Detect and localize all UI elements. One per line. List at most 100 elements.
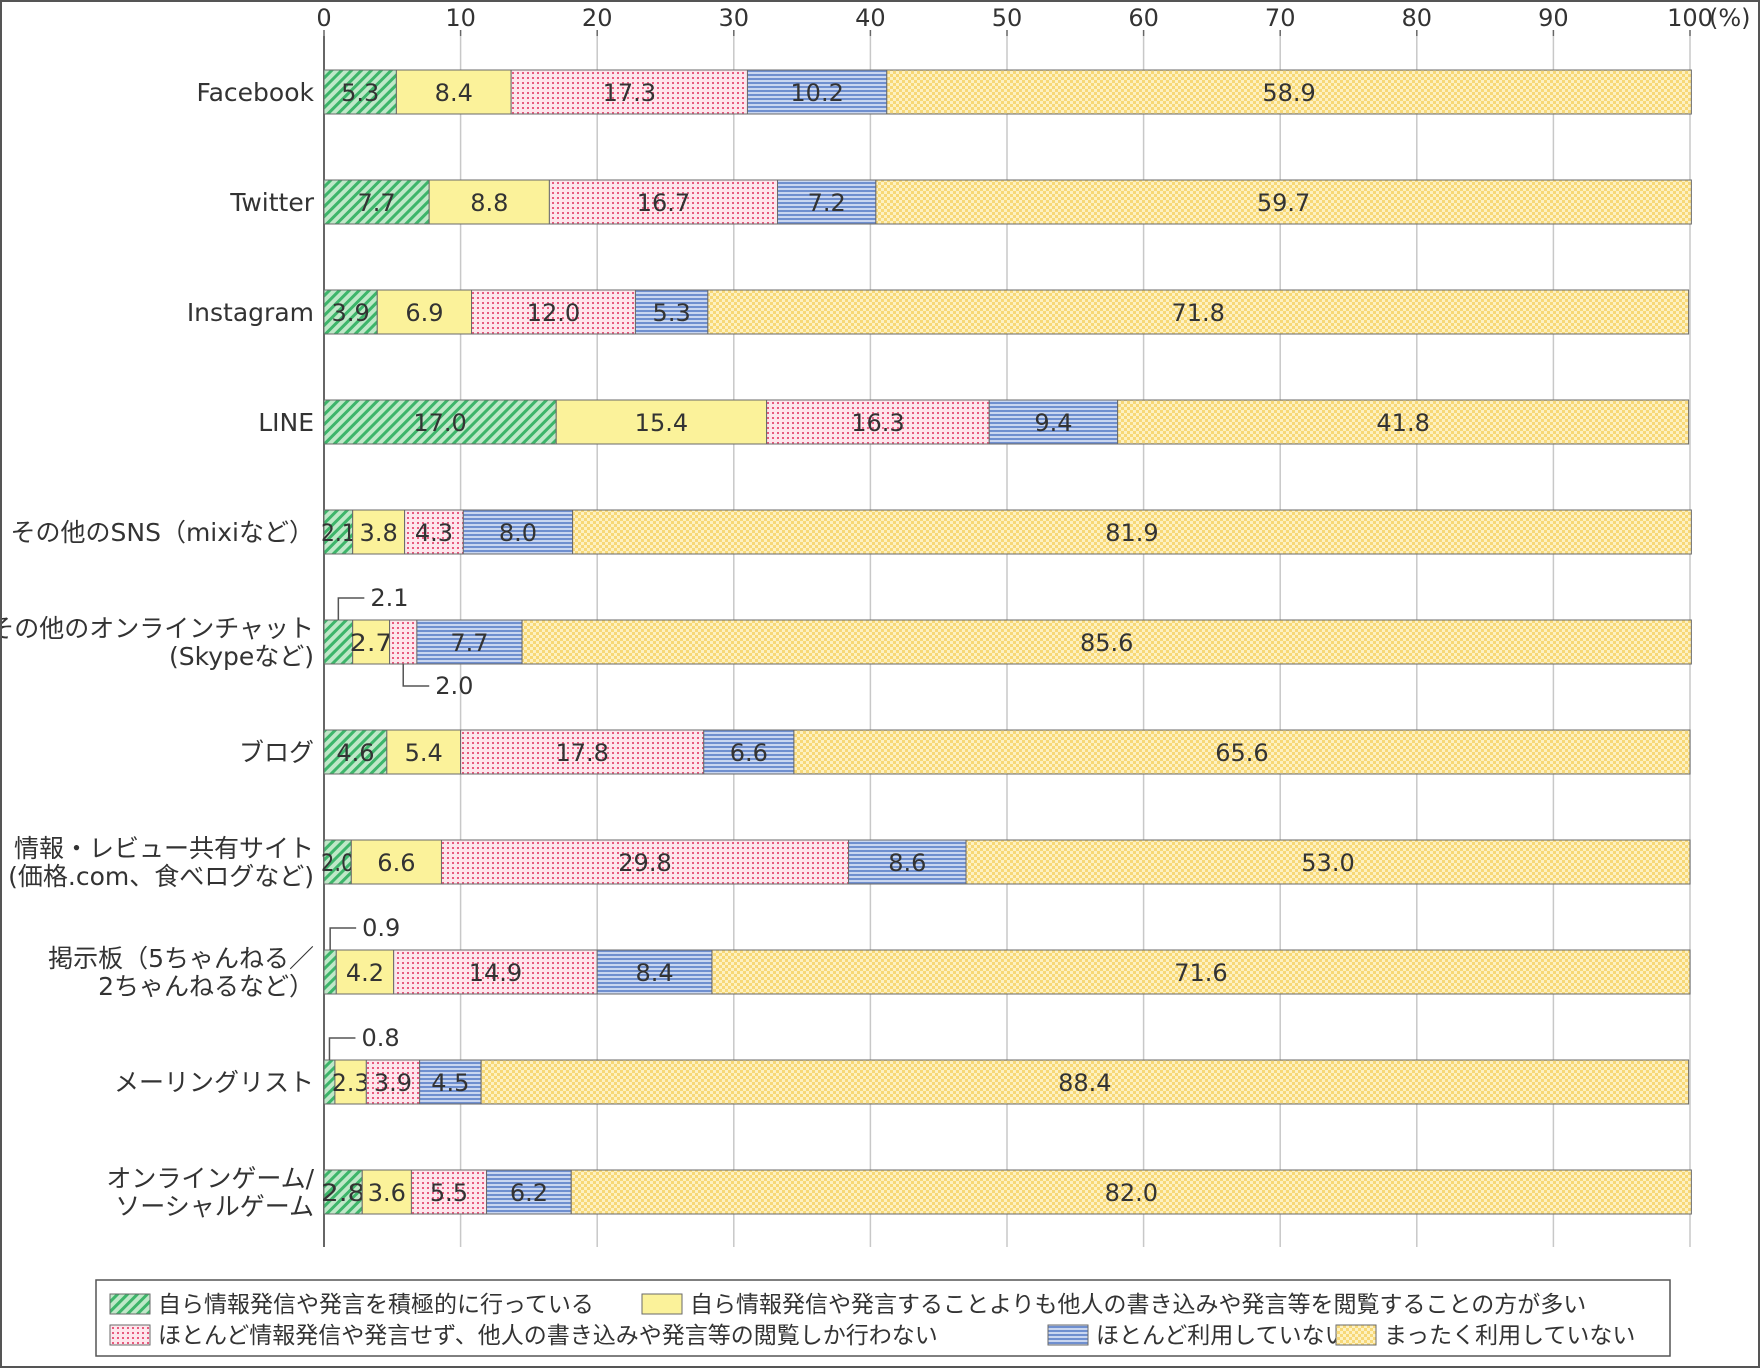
value-label: 2.1 — [321, 519, 356, 547]
bar-segment — [352, 509, 406, 555]
bar-segment — [471, 289, 636, 335]
value-label: 5.4 — [405, 739, 443, 767]
x-tick-label: 90 — [1538, 4, 1569, 32]
value-label: 53.0 — [1301, 849, 1354, 877]
bar-segment — [460, 729, 705, 775]
value-label: 85.6 — [1080, 629, 1133, 657]
value-label: 4.3 — [415, 519, 453, 547]
value-label: 14.9 — [469, 959, 522, 987]
callout-leader — [402, 664, 430, 687]
bar-segment — [416, 619, 523, 665]
value-label: 8.4 — [435, 79, 473, 107]
category-label: Instagram — [187, 298, 314, 327]
value-label: 71.8 — [1172, 299, 1225, 327]
category-label: (Skypeなど) — [169, 642, 314, 671]
category-label: 情報・レビュー共有サイト — [14, 834, 314, 863]
legend-label: まったく利用していない — [1384, 1323, 1635, 1349]
legend-swatch — [1047, 1324, 1089, 1346]
bar-segment — [848, 839, 967, 885]
bar-segment — [596, 949, 713, 995]
value-label: 8.8 — [470, 189, 508, 217]
bar-segment — [711, 949, 1691, 995]
legend-swatch — [109, 1293, 151, 1315]
bar-segment — [570, 1169, 1692, 1215]
value-label: 71.6 — [1174, 959, 1227, 987]
value-label: 17.3 — [603, 79, 656, 107]
bar-segment — [323, 619, 354, 665]
callout-leader — [337, 597, 365, 620]
value-label: 6.6 — [377, 849, 415, 877]
category-label: その他のSNS（mixiなど） — [11, 518, 314, 547]
category-label: Facebook — [197, 78, 315, 107]
value-label: 59.7 — [1257, 189, 1310, 217]
value-label: 81.9 — [1105, 519, 1158, 547]
value-label: 17.0 — [413, 409, 466, 437]
x-tick-label: 30 — [719, 4, 750, 32]
legend-swatch — [1335, 1324, 1377, 1346]
bar-segment — [793, 729, 1691, 775]
x-tick-label: 70 — [1265, 4, 1296, 32]
x-tick-label: 0 — [316, 4, 331, 32]
bar-segment — [510, 69, 748, 115]
value-label: 16.7 — [637, 189, 690, 217]
value-label: 4.6 — [336, 739, 374, 767]
x-unit-label: (%) — [1709, 4, 1751, 32]
category-label: (価格.com、食べログなど) — [8, 862, 314, 891]
bar-segment — [404, 509, 464, 555]
category-label: ブログ — [239, 738, 314, 767]
value-label: 9.4 — [1034, 409, 1072, 437]
callout-leader — [328, 1037, 356, 1060]
bar-segment — [428, 179, 550, 225]
bar-segment — [486, 1169, 572, 1215]
legend-swatch — [109, 1324, 151, 1346]
legend-swatch — [641, 1293, 683, 1315]
value-label: 58.9 — [1262, 79, 1315, 107]
bar-segment — [462, 509, 574, 555]
category-label: LINE — [258, 408, 314, 437]
value-label: 15.4 — [635, 409, 688, 437]
bar-segment — [410, 1169, 488, 1215]
bar-segment — [1117, 399, 1690, 445]
callout-label: 2.1 — [370, 584, 408, 612]
x-tick-label: 100 — [1667, 4, 1713, 32]
legend-label: 自ら情報発信や発言することよりも他人の書き込みや発言等を閲覧することの方が多い — [690, 1292, 1586, 1318]
category-labels: Facebook Twitter Instagram LINE その他のSNS（mixi… — [0, 78, 315, 1221]
bar-segment — [376, 289, 473, 335]
value-label: 29.8 — [618, 849, 671, 877]
x-tick-label: 10 — [445, 4, 476, 32]
bar-segment — [323, 509, 354, 555]
callout-label: 0.9 — [362, 914, 400, 942]
category-label: メーリングリスト — [114, 1068, 314, 1097]
callout-leader — [329, 927, 357, 950]
bar-segment — [419, 1059, 482, 1105]
bar-segment — [323, 69, 397, 115]
legend-box — [95, 1279, 1671, 1357]
category-label: 2ちゃんねるなど） — [98, 972, 314, 1001]
value-label: 88.4 — [1058, 1069, 1111, 1097]
bar-segment — [572, 509, 1692, 555]
x-tick-label: 60 — [1128, 4, 1159, 32]
bar-segment — [389, 619, 418, 665]
bar-segment — [386, 729, 462, 775]
category-label: ソーシャルゲーム — [115, 1192, 314, 1221]
callout-label: 0.8 — [361, 1024, 399, 1052]
value-label: 4.5 — [431, 1069, 469, 1097]
x-tick-label: 40 — [855, 4, 886, 32]
value-label: 7.2 — [808, 189, 846, 217]
value-label: 4.2 — [346, 959, 384, 987]
bars: 5.3 8.4 17.3 10.2 58.9 7.7 8.8 16.7 7.2 59.7 3.9 6.… — [321, 69, 1692, 1215]
bar-segment — [323, 1169, 363, 1215]
bar-segment — [707, 289, 1690, 335]
value-label: 2.0 — [321, 849, 354, 877]
value-label: 82.0 — [1105, 1179, 1158, 1207]
bar-segment — [350, 839, 442, 885]
bar-segment — [440, 839, 850, 885]
value-label: 16.3 — [851, 409, 904, 437]
value-label: 3.6 — [368, 1179, 406, 1207]
value-label: 6.9 — [405, 299, 443, 327]
bar-segment — [480, 1059, 1690, 1105]
legend-label: ほとんど利用していない — [1096, 1323, 1348, 1349]
bar-segment — [361, 1169, 412, 1215]
value-label: 65.6 — [1215, 739, 1268, 767]
bar-segment — [766, 399, 990, 445]
